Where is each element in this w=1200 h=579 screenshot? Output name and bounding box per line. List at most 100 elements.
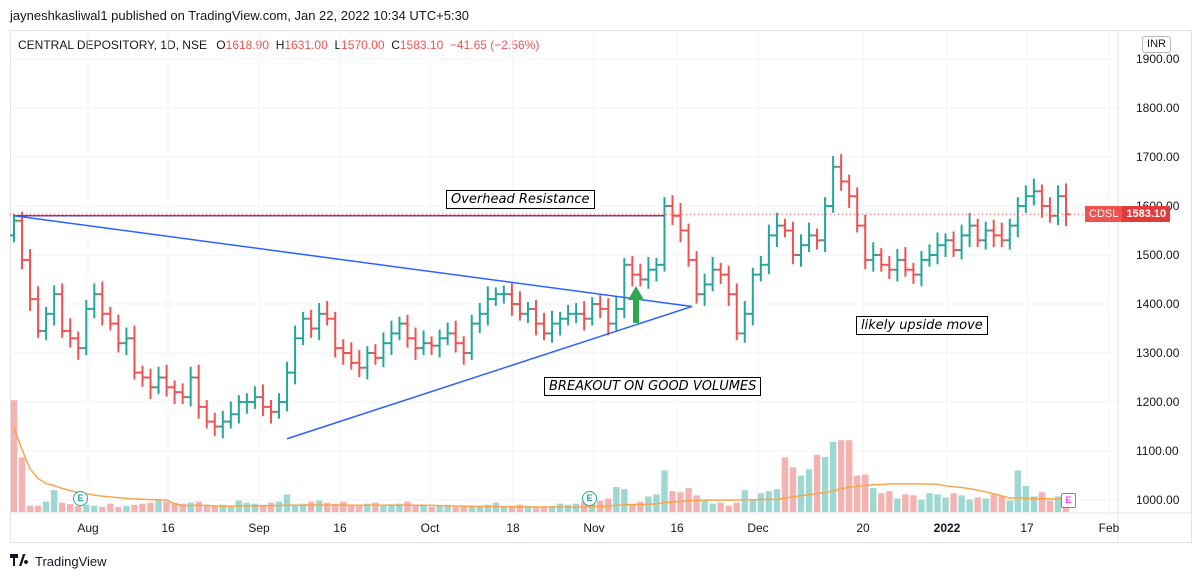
volume-bar [187, 502, 194, 512]
volume-bar [556, 503, 564, 512]
volume-bar [629, 503, 636, 512]
volume-bar [500, 506, 508, 512]
earnings-marker[interactable]: E [73, 491, 88, 506]
volume-bar [733, 502, 740, 512]
volume-bar [532, 506, 540, 512]
volume-bar [139, 503, 146, 512]
volume-bar [725, 505, 732, 512]
volume-bar [902, 494, 909, 512]
triangle-upper-trendline [13, 215, 693, 308]
volume-bar [227, 506, 235, 512]
x-tick-label: Dec [747, 521, 768, 535]
volume-bar [886, 491, 893, 512]
volume-bar [821, 456, 829, 512]
symbol-legend: CENTRAL DEPOSITORY, 1D, NSE O1618.90 H16… [18, 38, 539, 52]
price-tag-symbol: CDSL [1085, 206, 1123, 222]
x-tick-label: 2022 [934, 521, 961, 535]
volume-bar [1014, 470, 1022, 512]
volume-bar [789, 467, 797, 512]
footer-brand: TradingView [35, 554, 107, 569]
volume-bar [91, 505, 98, 512]
volume-bar [275, 501, 283, 512]
volume-bar [380, 505, 387, 512]
volume-bar [163, 501, 170, 512]
volume-bar [18, 457, 26, 512]
volume-bar [171, 502, 178, 512]
volume-bar [436, 505, 443, 512]
y-tick-label: 1100.00 [1136, 444, 1179, 458]
chart-frame[interactable] [10, 30, 1192, 543]
volume-bar [990, 494, 997, 512]
publish-header: jayneshkasliwal1 published on TradingVie… [10, 8, 470, 23]
legend-low: 1570.00 [341, 38, 385, 52]
volume-bar [243, 502, 251, 512]
legend-low-label: L [334, 38, 342, 52]
volume-bar [42, 501, 50, 512]
x-tick-label: 16 [161, 521, 175, 535]
volume-bar [773, 489, 781, 512]
footer: TradingView [10, 554, 107, 569]
volume-bar [813, 454, 821, 512]
volume-bar [894, 498, 901, 512]
volume-bar [388, 504, 395, 512]
legend-symbol[interactable]: CENTRAL DEPOSITORY, 1D, NSE [18, 38, 207, 52]
volume-bar [564, 504, 572, 512]
volume-bar [701, 500, 708, 512]
y-tick-label: 1200.00 [1136, 395, 1180, 409]
volume-bar [211, 505, 218, 512]
volume-bar [934, 494, 941, 512]
upcoming-earnings-marker[interactable]: E [1061, 493, 1076, 508]
volume-bar [613, 487, 620, 512]
price-tag-value: 1583.10 [1122, 206, 1171, 222]
volume-bar [958, 495, 965, 512]
legend-close-label: C [391, 38, 400, 52]
annotation-breakout[interactable]: BREAKOUT ON GOOD VOLUMES [544, 377, 762, 396]
volume-bar [621, 489, 628, 512]
volume-bar [131, 504, 138, 512]
volume-bar [741, 490, 748, 512]
legend-close: 1583.10 [399, 38, 444, 52]
volume-bar [492, 502, 500, 512]
breakout-arrow-icon [628, 286, 644, 323]
volume-bar [797, 475, 805, 512]
volume-bar [829, 441, 837, 512]
volume-bar [468, 506, 475, 512]
y-tick-label: 1500.00 [1136, 248, 1180, 262]
volume-bar [637, 501, 644, 512]
volume-bar [926, 493, 933, 512]
volume-bar [661, 470, 668, 512]
volume-bar [508, 505, 516, 512]
volume-bar [765, 491, 773, 512]
volume-bar [1030, 496, 1038, 512]
volume-bar [332, 503, 339, 512]
volume-bar [870, 488, 877, 512]
volume-bar [862, 474, 869, 512]
volume-bar [348, 505, 355, 512]
annotation-upside[interactable]: likely upside move [856, 316, 988, 335]
volume-bar [974, 497, 981, 512]
tradingview-logo-icon [10, 554, 30, 569]
volume-bar [1006, 500, 1013, 512]
volume-bar [404, 501, 411, 512]
volume-bar [26, 505, 34, 512]
y-tick-label: 1700.00 [1136, 150, 1180, 164]
volume-bar [605, 498, 612, 512]
earnings-marker[interactable]: E [582, 491, 597, 506]
volume-bar [34, 505, 42, 512]
volume-bar [452, 506, 459, 512]
currency-button[interactable]: INR [1142, 36, 1171, 53]
annotation-overhead-resistance[interactable]: Overhead Resistance [446, 190, 595, 209]
volume-bar [267, 502, 275, 512]
legend-change: −41.65 (−2.56%) [449, 38, 540, 52]
volume-bar [749, 499, 757, 512]
volume-bar [356, 504, 363, 512]
volume-bar [910, 495, 917, 512]
volume-bar [396, 503, 403, 512]
volume-bar [155, 500, 162, 512]
x-tick-label: Feb [1099, 521, 1120, 535]
volume-bar [548, 505, 556, 512]
volume-bar [123, 505, 130, 512]
volume-bar [837, 440, 845, 512]
volume-bar [50, 490, 58, 512]
